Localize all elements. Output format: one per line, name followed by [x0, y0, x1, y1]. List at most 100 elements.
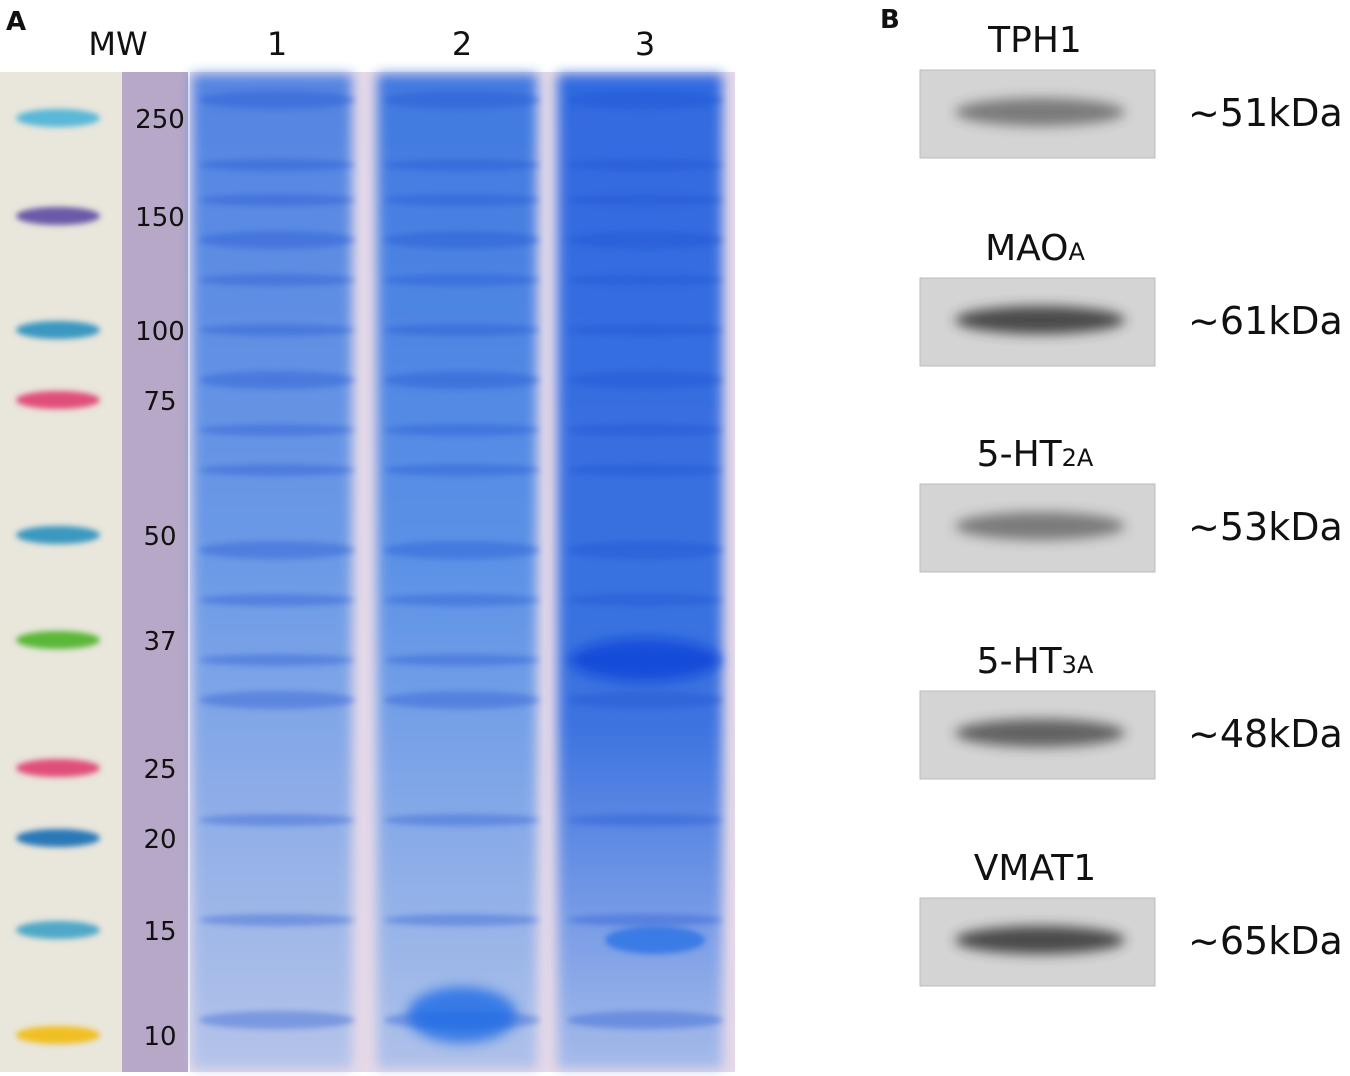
- blot-name: MAO: [985, 228, 1068, 269]
- protein-band: [199, 691, 355, 709]
- ladder-label: 10: [143, 1022, 176, 1052]
- protein-band: [199, 594, 355, 606]
- blot-band: [955, 98, 1125, 126]
- blot-subscript: 2A: [1062, 444, 1094, 472]
- protein-band: [567, 814, 723, 826]
- protein-band: [567, 691, 723, 709]
- protein-band: [199, 274, 355, 286]
- protein-band: [384, 654, 540, 666]
- blot-label: 5-HT2A: [977, 434, 1094, 475]
- ladder: 250 150 100 75 50 37 25 20 15 10: [16, 105, 185, 1052]
- protein-band: [567, 91, 723, 109]
- protein-band: [199, 91, 355, 109]
- protein-band: [384, 324, 540, 336]
- protein-band: [567, 594, 723, 606]
- protein-band: [384, 231, 540, 249]
- blot-name: VMAT1: [974, 848, 1096, 889]
- blot-band: [955, 926, 1125, 954]
- protein-band: [567, 1011, 723, 1029]
- ladder-band: [16, 321, 100, 339]
- protein-band: [384, 371, 540, 389]
- blots: TPH1~51kDaMAOA~61kDa5-HT2A~53kDa5-HT3A~4…: [919, 20, 1343, 987]
- protein-band: [567, 159, 723, 171]
- ladder-label: 50: [143, 522, 176, 552]
- ladder-band: [16, 526, 100, 544]
- ladder-label: 75: [143, 387, 176, 417]
- ladder-label: 25: [143, 755, 176, 785]
- ladder-band: [16, 921, 100, 939]
- blot-size: ~48kDa: [1188, 712, 1343, 756]
- protein-band: [199, 194, 355, 206]
- ladder-strip: [0, 72, 122, 1072]
- panel-label: A: [6, 7, 26, 37]
- ladder-label: 37: [143, 627, 176, 657]
- blot-name: TPH1: [987, 20, 1082, 61]
- ladder-header: MW: [88, 25, 147, 63]
- ladder-band: [16, 829, 100, 847]
- protein-band: [384, 914, 540, 926]
- ladder-band: [16, 1026, 100, 1044]
- protein-band: [199, 424, 355, 436]
- protein-band: [199, 1011, 355, 1029]
- protein-band: [605, 926, 705, 954]
- protein-band: [384, 814, 540, 826]
- protein-band: [384, 464, 540, 476]
- protein-band: [384, 274, 540, 286]
- protein-band: [199, 814, 355, 826]
- protein-band: [199, 914, 355, 926]
- protein-band: [567, 231, 723, 249]
- protein-band: [384, 424, 540, 436]
- blot-subscript: 3A: [1062, 651, 1094, 679]
- blot-name: 5-HT: [977, 434, 1063, 475]
- blot-band: [955, 719, 1125, 747]
- protein-band: [567, 194, 723, 206]
- gel-lanes: [192, 74, 723, 1069]
- lane-label: 1: [267, 25, 287, 63]
- protein-band: [199, 231, 355, 249]
- blot-label: 5-HT3A: [977, 641, 1094, 682]
- protein-band: [570, 638, 720, 682]
- lane-label: 3: [635, 25, 655, 63]
- protein-band: [567, 914, 723, 926]
- protein-band: [199, 371, 355, 389]
- protein-band: [384, 594, 540, 606]
- blot-size: ~65kDa: [1188, 919, 1343, 963]
- protein-band: [567, 464, 723, 476]
- blot-label: VMAT1: [974, 848, 1096, 889]
- protein-band: [384, 194, 540, 206]
- protein-band: [199, 654, 355, 666]
- ladder-band: [16, 759, 100, 777]
- panel-label: B: [880, 5, 900, 35]
- blot-size: ~61kDa: [1188, 299, 1343, 343]
- blot-size: ~51kDa: [1188, 91, 1343, 135]
- ladder-label: 150: [135, 203, 185, 233]
- ladder-band: [16, 391, 100, 409]
- blot-label: MAOA: [985, 228, 1085, 269]
- protein-band: [199, 324, 355, 336]
- protein-band: [199, 159, 355, 171]
- blot-band: [955, 306, 1125, 334]
- lane-label: 2: [452, 25, 472, 63]
- protein-band: [199, 541, 355, 559]
- protein-band: [567, 274, 723, 286]
- protein-band: [384, 691, 540, 709]
- protein-band: [407, 987, 517, 1043]
- ladder-label: 20: [143, 825, 176, 855]
- blot-label: TPH1: [987, 20, 1082, 61]
- ladder-label: 250: [135, 105, 185, 135]
- ladder-label: 15: [143, 917, 176, 947]
- ladder-label: 100: [135, 317, 185, 347]
- protein-band: [567, 324, 723, 336]
- ladder-scale: [122, 72, 188, 1072]
- protein-band: [384, 541, 540, 559]
- blot-subscript: A: [1068, 238, 1085, 266]
- protein-band: [567, 371, 723, 389]
- protein-band: [567, 424, 723, 436]
- protein-band: [199, 464, 355, 476]
- blot-name: 5-HT: [977, 641, 1063, 682]
- protein-band: [384, 159, 540, 171]
- blot-band: [955, 512, 1125, 540]
- protein-band: [567, 541, 723, 559]
- protein-band: [384, 91, 540, 109]
